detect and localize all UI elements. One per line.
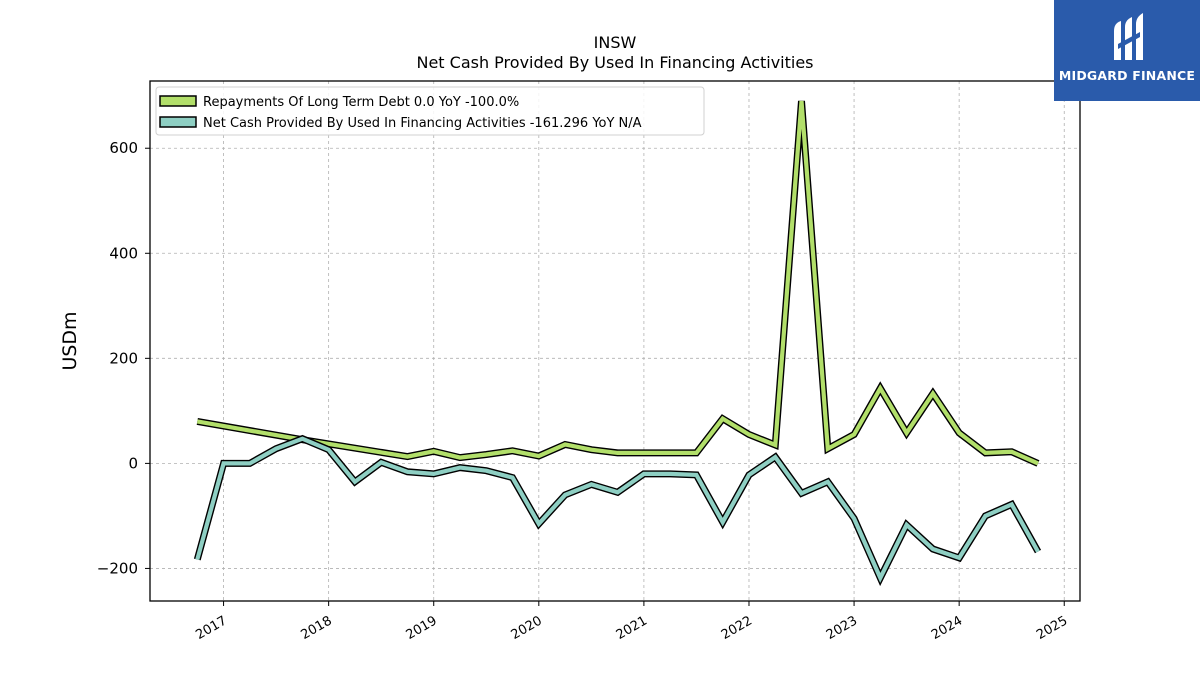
series-1-point — [984, 514, 987, 517]
series-0-point — [196, 420, 199, 423]
series-lines — [193, 99, 1042, 587]
series-1-point — [721, 521, 724, 524]
series-1-point — [459, 466, 462, 469]
series-1-point — [353, 480, 356, 483]
series-0-point — [537, 455, 540, 458]
x-tick-label: 2022 — [719, 613, 755, 643]
legend: Repayments Of Long Term Debt 0.0 YoY -10… — [155, 86, 705, 136]
series-1-point — [826, 480, 829, 483]
series-1-point — [958, 556, 961, 559]
series-1-point — [642, 472, 645, 475]
series-1-point — [774, 456, 777, 459]
series-0-point — [590, 448, 593, 451]
series-1-point — [905, 523, 908, 526]
series-0-point — [1010, 450, 1013, 453]
series-1-point — [590, 483, 593, 486]
midgard-logo-icon — [1114, 13, 1143, 60]
series-1-line — [195, 436, 1040, 583]
series-1-point — [432, 472, 435, 475]
series-1-point — [406, 470, 409, 473]
series-1-point — [931, 548, 934, 551]
series-1-point — [511, 476, 514, 479]
series-1-point — [800, 492, 803, 495]
y-axis-label: USDm — [59, 311, 81, 370]
y-tick-label: 400 — [109, 244, 138, 262]
series-0-point — [432, 450, 435, 453]
midgard-finance-logo: MIDGARD FINANCE — [1054, 0, 1200, 101]
series-1-point — [248, 462, 251, 465]
plot-area-frame — [149, 80, 1081, 602]
series-1-point — [616, 491, 619, 494]
series-0-point — [826, 447, 829, 450]
series-0-point — [984, 451, 987, 454]
y-tick-label: 200 — [109, 349, 138, 367]
series-1-point — [380, 461, 383, 464]
y-tick-label: 0 — [128, 454, 138, 472]
x-tick-label: 2023 — [824, 613, 860, 643]
series-0-point — [511, 449, 514, 452]
series-1-point — [747, 473, 750, 476]
series-0-point — [774, 444, 777, 447]
series-0-point — [695, 451, 698, 454]
series-0-point — [905, 431, 908, 434]
series-0-point — [642, 451, 645, 454]
logo-text: MIDGARD FINANCE — [1058, 68, 1196, 83]
legend-box — [155, 86, 705, 136]
series-0-point — [931, 392, 934, 395]
series-1-point — [1010, 503, 1013, 506]
series-1-point — [853, 517, 856, 520]
series-1-point — [669, 472, 672, 475]
series-1-point — [1036, 550, 1039, 553]
series-1-point — [327, 448, 330, 451]
series-0-point — [879, 387, 882, 390]
series-1-point — [275, 447, 278, 450]
series-1-point — [301, 437, 304, 440]
y-tick-label: 600 — [109, 139, 138, 157]
series-1-point — [879, 576, 882, 579]
x-tick-label: 2024 — [929, 613, 965, 643]
legend-swatch — [159, 116, 197, 128]
series-0-point — [406, 455, 409, 458]
series-0-point — [564, 443, 567, 446]
x-tick-label: 2021 — [614, 613, 650, 643]
x-tick-label: 2020 — [509, 613, 545, 643]
chart-title: INSW — [594, 33, 637, 52]
y-tick-label: −200 — [97, 559, 138, 577]
series-0-point — [721, 417, 724, 420]
grid-lines — [150, 81, 1080, 601]
chart-subtitle: Net Cash Provided By Used In Financing A… — [416, 53, 813, 72]
series-0-point — [669, 451, 672, 454]
series-0-outline — [196, 100, 1040, 467]
x-tick-label: 2019 — [404, 613, 440, 643]
x-tick-label: 2025 — [1034, 613, 1070, 643]
series-0-point — [958, 431, 961, 434]
series-1-point — [695, 473, 698, 476]
x-axis: 2017 2018 2019 2020 2021 2022 2023 2024 2025 — [193, 601, 1070, 643]
series-1-point — [537, 522, 540, 525]
legend-swatch — [159, 95, 197, 107]
series-0-point — [747, 433, 750, 436]
series-0-point — [485, 453, 488, 456]
series-1-point — [196, 558, 199, 561]
y-axis: −200 0 200 400 600 — [97, 139, 150, 577]
series-1-point — [564, 493, 567, 496]
x-tick-label: 2018 — [298, 613, 334, 643]
series-1-point — [485, 469, 488, 472]
legend-label: Net Cash Provided By Used In Financing A… — [203, 116, 642, 131]
series-0-point — [1036, 462, 1039, 465]
series-0-point — [459, 456, 462, 459]
x-tick-label: 2017 — [193, 613, 229, 643]
series-1-point — [222, 462, 225, 465]
series-0-point — [853, 433, 856, 436]
series-0-line — [196, 100, 1039, 466]
legend-label: Repayments Of Long Term Debt 0.0 YoY -10… — [203, 95, 519, 110]
series-0-point — [616, 451, 619, 454]
series-1-outline — [193, 434, 1042, 587]
series-0-point — [800, 99, 803, 102]
